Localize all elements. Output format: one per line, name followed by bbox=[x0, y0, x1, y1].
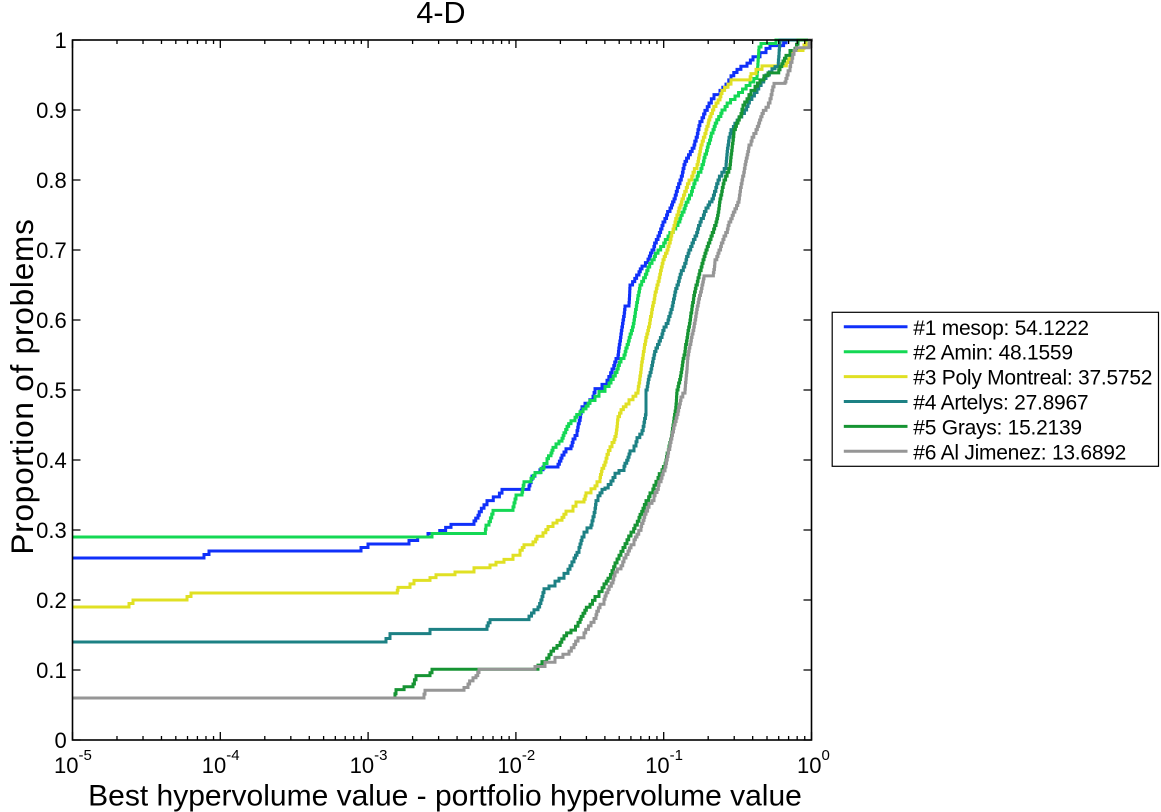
svg-text:0.4: 0.4 bbox=[36, 448, 67, 473]
svg-text:#2 Amin: 48.1559: #2 Amin: 48.1559 bbox=[913, 342, 1072, 365]
svg-text:0.6: 0.6 bbox=[36, 308, 67, 333]
svg-text:#1 mesop: 54.1222: #1 mesop: 54.1222 bbox=[913, 317, 1089, 340]
svg-text:0.9: 0.9 bbox=[36, 98, 67, 123]
svg-text:0: 0 bbox=[54, 728, 66, 753]
svg-text:100: 100 bbox=[797, 747, 830, 778]
svg-text:Proportion of problems: Proportion of problems bbox=[4, 218, 40, 554]
svg-text:0.2: 0.2 bbox=[36, 588, 67, 613]
svg-text:10-3: 10-3 bbox=[350, 747, 388, 778]
svg-text:0.3: 0.3 bbox=[36, 518, 67, 543]
svg-text:10-4: 10-4 bbox=[202, 747, 240, 778]
svg-text:#3 Poly Montreal: 37.5752: #3 Poly Montreal: 37.5752 bbox=[913, 367, 1152, 390]
svg-text:Best hypervolume value - portf: Best hypervolume value - portfolio hyper… bbox=[88, 780, 802, 812]
svg-text:0.7: 0.7 bbox=[36, 238, 67, 263]
svg-text:#6 Al Jimenez: 13.6892: #6 Al Jimenez: 13.6892 bbox=[913, 441, 1126, 464]
svg-text:#5 Grays: 15.2139: #5 Grays: 15.2139 bbox=[913, 416, 1082, 439]
svg-text:10-2: 10-2 bbox=[497, 747, 535, 778]
svg-text:0.5: 0.5 bbox=[36, 378, 67, 403]
svg-text:1: 1 bbox=[54, 28, 66, 53]
svg-text:4-D: 4-D bbox=[416, 0, 465, 30]
svg-text:10-1: 10-1 bbox=[645, 747, 683, 778]
svg-text:#4 Artelys: 27.8967: #4 Artelys: 27.8967 bbox=[913, 392, 1088, 415]
svg-text:0.1: 0.1 bbox=[36, 658, 67, 683]
svg-text:0.8: 0.8 bbox=[36, 168, 67, 193]
